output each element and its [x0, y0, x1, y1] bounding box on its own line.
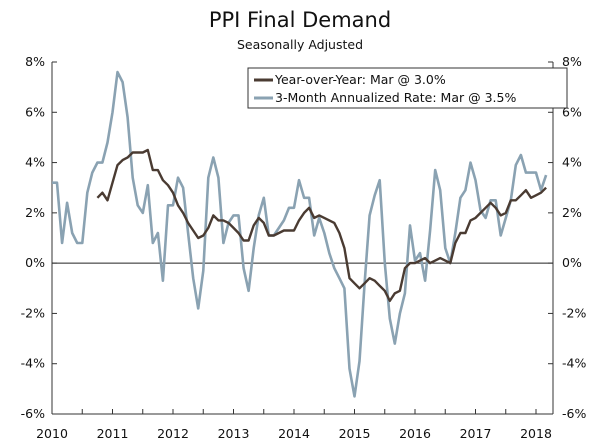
x-tick-label: 2013 — [218, 426, 250, 441]
y-tick-label-right: 2% — [562, 205, 582, 220]
chart-title: PPI Final Demand — [208, 8, 392, 32]
series-yoy-line — [96, 148, 547, 303]
y-tick-label-right: -2% — [562, 305, 586, 320]
y-tick-label-right: -4% — [562, 356, 586, 371]
x-tick-label: 2014 — [278, 426, 310, 441]
chart-subtitle: Seasonally Adjusted — [236, 37, 364, 52]
x-tick-label: 2016 — [399, 426, 431, 441]
y-tick-label-left: 4% — [25, 155, 45, 170]
y-tick-label-left: 6% — [25, 104, 45, 119]
x-tick-label: 2017 — [460, 426, 492, 441]
y-tick-label-left: -4% — [21, 356, 45, 371]
y-tick-label-right: 4% — [562, 155, 582, 170]
series-3m-line — [52, 70, 548, 398]
y-tick-label-left: 2% — [25, 205, 45, 220]
x-tick-label: 2018 — [520, 426, 552, 441]
legend-label-3m: 3-Month Annualized Rate: Mar @ 3.5% — [275, 90, 516, 105]
y-tick-label-right: 8% — [562, 54, 582, 69]
y-tick-label-left: -2% — [21, 305, 45, 320]
y-tick-label-left: 8% — [25, 54, 45, 69]
y-tick-label-left: -6% — [21, 406, 45, 421]
legend-label-yoy: Year-over-Year: Mar @ 3.0% — [274, 72, 446, 87]
x-tick-label: 2015 — [339, 426, 371, 441]
y-tick-label-right: -6% — [562, 406, 586, 421]
x-tick-label: 2011 — [97, 426, 129, 441]
y-tick-label-right: 0% — [562, 255, 582, 270]
legend: Year-over-Year: Mar @ 3.0% 3-Month Annua… — [247, 67, 568, 109]
x-tick-label: 2010 — [36, 426, 68, 441]
y-tick-label-left: 0% — [25, 255, 45, 270]
x-tick-label: 2012 — [157, 426, 189, 441]
